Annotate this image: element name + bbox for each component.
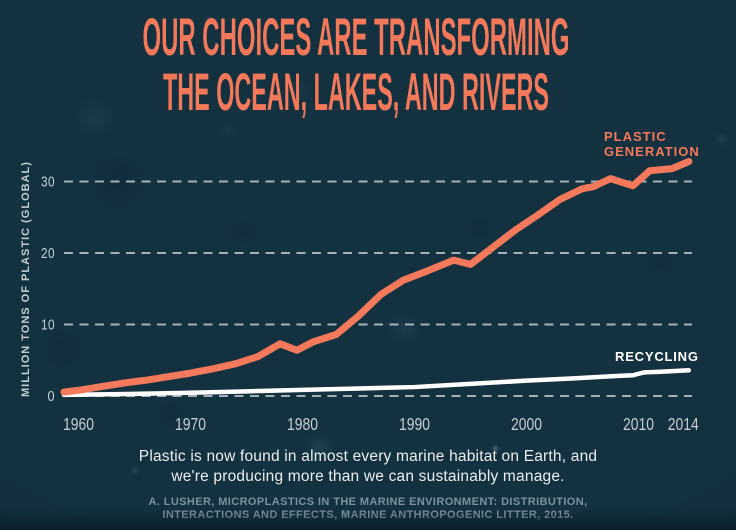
x-tick-label-2010: 2010 (623, 414, 654, 434)
page-title: OUR CHOICES ARE TRANSFORMING THE OCEAN, … (143, 8, 570, 118)
caption: Plastic is now found in almost every mar… (12, 447, 724, 486)
series-line-recycling (61, 368, 692, 398)
source-citation: A. LUSHER, MICROPLASTICS IN THE MARINE E… (12, 496, 724, 521)
x-tick-label-1960: 1960 (63, 414, 94, 434)
citation-line-1: A. LUSHER, MICROPLASTICS IN THE MARINE E… (148, 496, 588, 508)
x-tick-label-2000: 2000 (511, 414, 542, 434)
series-line-plastic-generation (60, 157, 693, 396)
y-tick-label-30: 30 (41, 175, 55, 191)
y-tick-label-10: 10 (41, 318, 55, 334)
x-tick-label-1970: 1970 (175, 414, 206, 434)
x-tick-label-2014: 2014 (668, 414, 699, 434)
series-label-recycling: RECYCLING (615, 349, 699, 364)
citation-line-2: INTERACTIONS AND EFFECTS, MARINE ANTHROP… (162, 508, 574, 521)
page-title-line-2: THE OCEAN, LAKES, AND RIVERS (163, 63, 549, 118)
caption-line-2: we're producing more than we can sustain… (171, 467, 565, 485)
x-tick-label-1990: 1990 (399, 414, 430, 434)
x-tick-label-1980: 1980 (287, 414, 318, 434)
caption-line-1: Plastic is now found in almost every mar… (138, 448, 598, 465)
page-title-line-1: OUR CHOICES ARE TRANSFORMING (143, 8, 570, 67)
y-axis-title: MILLION TONS OF PLASTIC (GLOBAL) (20, 161, 32, 397)
y-tick-label-0: 0 (48, 389, 56, 405)
series-label-plastic-generation: PLASTIC GENERATION (604, 129, 700, 159)
y-tick-label-20: 20 (41, 246, 55, 262)
